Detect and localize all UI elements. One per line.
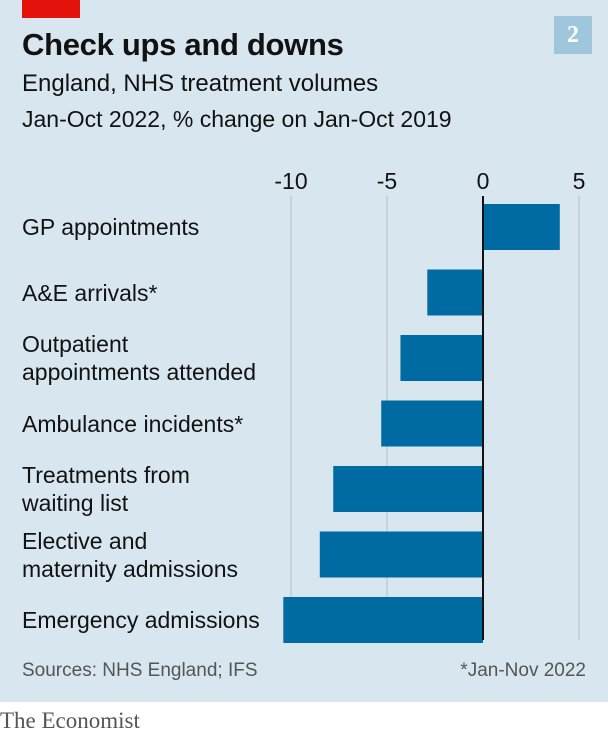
bar [283,597,483,643]
category-label: GP appointments [22,214,200,240]
bar [483,204,560,250]
chart-units-note: Jan-Oct 2022, % change on Jan-Oct 2019 [22,106,452,132]
chart-subtitle: England, NHS treatment volumes [22,70,379,97]
category-label: A&E arrivals* [22,279,158,306]
x-tick-label: 5 [573,168,586,194]
x-tick-label: 0 [477,168,490,194]
x-tick-label: -10 [274,168,307,194]
category-label: Treatments from waiting list [22,462,190,516]
category-label: Outpatient appointments attended [22,331,257,385]
bar-chart: -10 -5 0 5 [274,168,586,643]
category-label: Emergency admissions [22,607,260,633]
bar [381,400,483,447]
bar [427,269,483,316]
source-note: Sources: NHS England; IFS [22,660,258,681]
footnote: *Jan-Nov 2022 [460,660,586,681]
category-label: Ambulance incidents* [22,410,244,437]
chart-title: Check ups and downs [22,27,344,62]
chart-number-badge: 2 [554,16,592,54]
brand-red-tag [22,0,80,18]
category-label: Elective and maternity admissions [22,527,239,582]
bar [333,466,483,512]
publisher-name: The Economist [0,708,140,733]
bar [319,531,483,578]
chart-panel [0,0,608,702]
bar [400,335,483,381]
x-tick-label: -5 [377,168,397,194]
